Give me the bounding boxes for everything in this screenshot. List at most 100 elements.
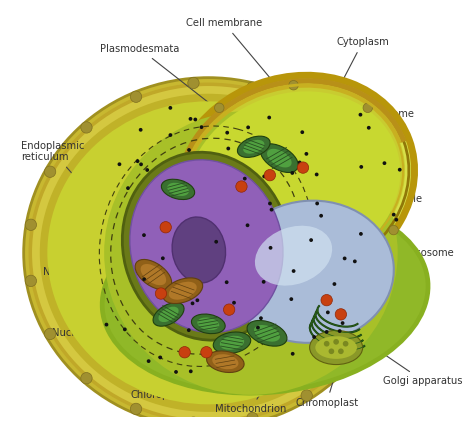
Ellipse shape [243,140,264,154]
Circle shape [301,104,312,116]
Circle shape [259,316,263,320]
Circle shape [81,122,92,133]
Ellipse shape [220,336,244,350]
Circle shape [123,327,127,331]
Circle shape [214,240,218,244]
Circle shape [142,277,146,281]
Circle shape [191,301,194,305]
Ellipse shape [237,136,270,158]
Ellipse shape [187,91,401,276]
Circle shape [45,166,56,177]
Text: Chromoplast: Chromoplast [295,374,358,408]
Circle shape [353,259,357,263]
Ellipse shape [153,303,184,326]
Circle shape [225,280,228,284]
Circle shape [225,131,229,134]
Circle shape [359,165,363,169]
Circle shape [319,214,323,218]
Circle shape [246,125,250,129]
Circle shape [136,159,139,163]
Circle shape [290,297,293,301]
Circle shape [338,329,342,333]
Circle shape [343,256,346,260]
Circle shape [267,116,271,119]
Circle shape [188,77,199,89]
Ellipse shape [212,354,238,369]
Circle shape [326,310,330,314]
Circle shape [187,328,191,332]
Circle shape [338,348,344,354]
Circle shape [324,341,329,347]
Text: Ribosome: Ribosome [315,109,413,175]
Ellipse shape [254,325,280,342]
Circle shape [343,341,348,347]
Ellipse shape [173,75,415,288]
Text: Cell membrane: Cell membrane [186,18,278,87]
Circle shape [315,202,319,205]
Circle shape [268,202,272,205]
Circle shape [232,301,236,305]
Circle shape [325,330,328,334]
Circle shape [341,321,345,325]
Ellipse shape [191,314,225,333]
Circle shape [246,223,249,227]
Circle shape [383,161,386,165]
Circle shape [304,152,308,156]
Ellipse shape [141,264,166,285]
Circle shape [169,133,173,137]
Ellipse shape [182,85,405,279]
Text: Vacoule: Vacoule [366,194,423,250]
Circle shape [341,309,345,313]
Circle shape [45,328,56,340]
Circle shape [189,117,192,121]
Circle shape [215,103,224,113]
Circle shape [312,335,316,339]
Circle shape [394,218,398,222]
Ellipse shape [130,160,283,333]
Circle shape [130,403,142,415]
Circle shape [328,348,334,354]
Ellipse shape [310,330,363,365]
Circle shape [195,298,199,302]
Circle shape [291,171,294,175]
Circle shape [359,232,363,236]
Circle shape [358,113,362,116]
Circle shape [262,175,266,178]
Circle shape [155,288,167,299]
Circle shape [247,82,258,93]
Circle shape [373,192,384,203]
Text: Endoplasmic
reticulum: Endoplasmic reticulum [21,141,107,213]
Ellipse shape [167,183,189,196]
Ellipse shape [24,77,393,428]
Circle shape [247,412,258,424]
Circle shape [264,169,275,181]
Circle shape [389,226,398,235]
Ellipse shape [267,149,292,167]
Circle shape [345,352,356,363]
Circle shape [398,168,401,172]
Circle shape [187,148,191,152]
Circle shape [158,356,162,360]
Circle shape [81,372,92,384]
Text: Mitochondrion: Mitochondrion [215,388,287,414]
Ellipse shape [105,200,426,391]
Circle shape [328,268,338,277]
Circle shape [333,339,339,345]
Circle shape [126,186,130,190]
Text: Golgi apparatus: Golgi apparatus [367,342,463,386]
Circle shape [188,417,199,428]
Circle shape [262,280,265,284]
Circle shape [161,256,165,260]
Circle shape [291,352,294,356]
Circle shape [142,233,146,237]
Text: Nucleolus: Nucleolus [43,258,175,277]
Circle shape [147,359,151,363]
Circle shape [201,347,212,358]
Circle shape [345,143,356,154]
Circle shape [269,246,273,250]
Circle shape [270,208,273,211]
Circle shape [160,222,172,233]
Circle shape [373,303,384,314]
Ellipse shape [207,351,244,372]
Circle shape [309,238,313,242]
